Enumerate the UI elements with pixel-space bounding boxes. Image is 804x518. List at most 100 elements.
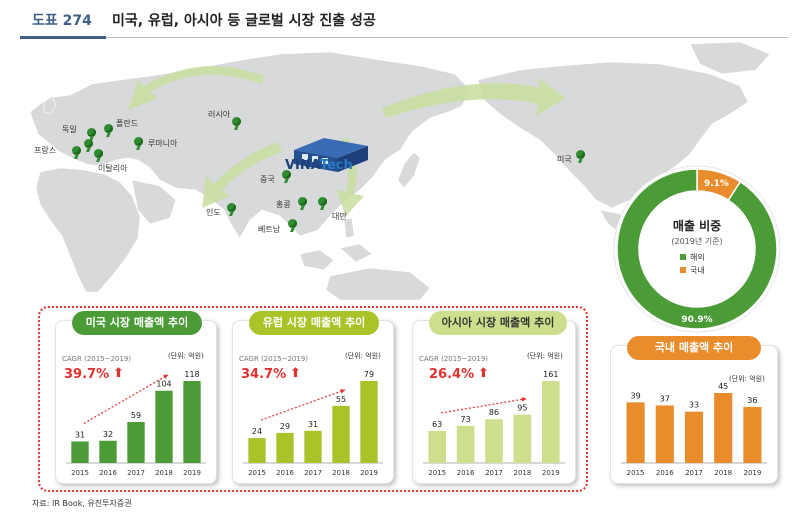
label-russia: 러시아 [208, 110, 231, 119]
value-label-2016: 29 [280, 422, 290, 431]
bar-2017 [127, 422, 145, 463]
value-label-2018: 104 [156, 380, 171, 389]
bar-2017 [684, 411, 704, 463]
value-label-2017: 86 [489, 408, 499, 417]
bar-2015 [248, 438, 266, 463]
bar-2017 [304, 430, 322, 463]
tick-label-2015: 2015 [71, 469, 89, 477]
label-china: 중국 [260, 175, 275, 184]
header-divider [106, 37, 788, 38]
pin-china [282, 170, 292, 180]
tick-label-2018: 2018 [155, 469, 173, 477]
label-italy: 이탈리아 [98, 164, 128, 173]
label-taiwan: 대만 [332, 212, 347, 221]
legend-swatch-overseas [680, 254, 686, 260]
bar-2018 [332, 405, 350, 463]
value-label-2017: 33 [689, 401, 699, 410]
donut-subtitle: (2019년 기준) [671, 237, 723, 246]
value-label-2019: 79 [364, 370, 374, 379]
value-label-2015: 24 [252, 427, 262, 436]
tick-label-2017: 2017 [127, 469, 145, 477]
donut-label-domestic: 9.1% [704, 179, 729, 189]
pin-france [72, 146, 82, 156]
bar-2017 [485, 419, 503, 463]
legend-label-overseas: 해외 [690, 253, 705, 262]
bar-2018 [513, 414, 532, 463]
bar-2019 [743, 407, 762, 463]
chart-asia-bars: 63 2015 73 2016 86 2017 95 2018 161 2019 [423, 370, 565, 477]
tick-label-2019: 2019 [743, 469, 761, 477]
panel-usa: 미국 시장 매출액 추이 CAGR (2015~2019) 39.7% ⬆ (단… [55, 311, 217, 484]
tick-label-2016: 2016 [276, 469, 294, 477]
pin-germany [87, 128, 97, 138]
pin-italy [94, 149, 104, 159]
factory-illustration [294, 138, 368, 172]
trend-arrow-line [441, 398, 527, 414]
pin-russia [232, 117, 242, 127]
panel-usa-cagr-value: 39.7% [64, 367, 110, 382]
panel-asia-unit: (단위: 억원) [527, 352, 563, 360]
panel-asia-cagr-label: CAGR (2015~2019) [419, 355, 489, 363]
panel-europe-title: 유럽 시장 매출액 추이 [249, 311, 379, 335]
bar-2018 [155, 390, 173, 463]
panel-usa-up-arrow: ⬆ [113, 366, 124, 381]
legend-label-domestic: 국내 [690, 266, 705, 275]
pin-taiwan [318, 197, 328, 207]
tick-label-2015: 2015 [627, 469, 645, 477]
label-india: 인도 [206, 208, 221, 217]
panel-usa-unit: (단위: 억원) [168, 352, 204, 360]
map-australia [325, 267, 431, 300]
value-label-2018: 45 [718, 382, 728, 391]
pin-usa [576, 150, 586, 160]
bar-2019 [183, 381, 201, 463]
bar-2016 [456, 425, 475, 463]
chart-domestic-bars: 39 2015 37 2016 33 2017 45 2018 36 2019 [621, 382, 767, 477]
map-japan [397, 151, 421, 189]
figure-number: 도표 274 [32, 13, 92, 29]
panel-domestic-unit: (단위: 억원) [729, 375, 765, 383]
tick-label-2015: 2015 [248, 469, 266, 477]
map-sea-islands [299, 217, 373, 271]
bar-2016 [276, 432, 294, 463]
value-label-2015: 39 [631, 391, 641, 400]
legend-swatch-domestic [680, 267, 686, 273]
tick-label-2018: 2018 [714, 469, 732, 477]
logo-vina: VINA [285, 158, 320, 173]
value-label-2016: 37 [660, 394, 670, 403]
overseas-markets-frame [38, 306, 588, 492]
trend-arrow-head [340, 389, 345, 394]
bar-2015 [428, 430, 447, 463]
panel-europe-unit: (단위: 억원) [345, 352, 381, 360]
panel-asia-up-arrow: ⬆ [478, 366, 489, 381]
panel-asia-title: 아시아 시장 매출액 추이 [429, 311, 567, 335]
donut-title: 매출 비중 [672, 219, 722, 233]
value-label-2018: 95 [517, 404, 527, 413]
sales-share-donut: 9.1% 90.9% [612, 164, 782, 334]
panel-usa-title: 미국 시장 매출액 추이 [72, 311, 202, 335]
donut-label-overseas: 90.9% [681, 315, 712, 325]
donut-svg: 9.1% 90.9% [613, 165, 781, 333]
bar-2016 [99, 440, 117, 463]
pin-romania [134, 137, 144, 147]
label-vietnam: 베트남 [258, 225, 281, 234]
map-uk [43, 95, 57, 115]
bar-2018 [714, 393, 733, 463]
panel-europe-cagr-value: 34.7% [241, 367, 287, 382]
tick-label-2018: 2018 [332, 469, 350, 477]
tick-label-2017: 2017 [304, 469, 322, 477]
source-note: 자료: IR Book, 유진투자증권 [32, 499, 132, 508]
label-germany: 독일 [62, 125, 77, 134]
panel-domestic: 국내 매출액 추이 (단위: 억원) 39 2015 37 2016 33 2017 45 2… [610, 336, 778, 484]
company-logo: VINATech [285, 158, 353, 173]
pin-poland [104, 124, 114, 134]
panel-domestic-title: 국내 매출액 추이 [627, 336, 761, 360]
bar-2019 [541, 381, 560, 463]
panel-europe: 유럽 시장 매출액 추이 CAGR (2015~2019) 34.7% ⬆ (단… [232, 311, 394, 484]
bar-2019 [360, 381, 378, 463]
panel-asia-cagr-value: 26.4% [429, 367, 475, 382]
chart-usa-bars: 31 2015 32 2016 59 2017 104 2018 118 2019 [66, 370, 206, 477]
tick-label-2017: 2017 [685, 469, 703, 477]
tick-label-2016: 2016 [457, 469, 475, 477]
figure-header: 도표 274 미국, 유럽, 아시아 등 글로벌 시장 진출 성공 [0, 0, 804, 40]
arrow-to-usa [382, 78, 566, 118]
